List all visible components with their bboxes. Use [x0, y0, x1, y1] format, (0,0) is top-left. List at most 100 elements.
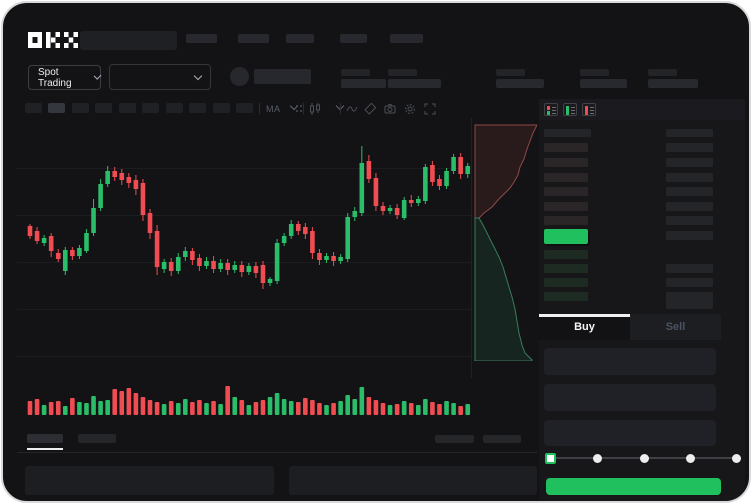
volume-bar: [274, 393, 280, 415]
bottom-tab-placeholder[interactable]: [78, 434, 116, 443]
timeframe-button[interactable]: [72, 103, 89, 113]
volume-bar: [168, 401, 174, 415]
market-type-dropdown[interactable]: Spot Trading: [28, 65, 102, 90]
amount-input[interactable]: [544, 384, 716, 411]
ask-amount-placeholder[interactable]: [666, 158, 713, 167]
book-asks-view-icon[interactable]: [582, 103, 596, 116]
candle: [84, 233, 89, 251]
ask-price-placeholder[interactable]: [544, 158, 588, 167]
chevron-down-icon: [193, 71, 203, 80]
candle: [288, 224, 294, 236]
bid-amount-placeholder[interactable]: [666, 278, 713, 287]
buy-submit-button[interactable]: [546, 478, 721, 495]
volume-bar: [126, 388, 132, 415]
slider-stop[interactable]: [592, 453, 602, 463]
timeframe-button[interactable]: [166, 103, 183, 113]
eraser-tool-icon[interactable]: [364, 103, 376, 115]
okx-logo[interactable]: [28, 32, 78, 48]
timeframe-button[interactable]: [25, 103, 42, 113]
volume-bar: [133, 393, 139, 415]
ask-amount-placeholder[interactable]: [666, 231, 713, 240]
amount-slider-track[interactable]: [545, 452, 741, 464]
ask-price-placeholder[interactable]: [544, 143, 588, 152]
timeframe-button[interactable]: [95, 103, 112, 113]
nav-item-placeholder[interactable]: [340, 34, 367, 43]
candle: [63, 250, 68, 271]
volume-bar: [331, 403, 336, 415]
ask-price-placeholder[interactable]: [544, 216, 588, 225]
ask-amount-placeholder[interactable]: [666, 187, 713, 196]
candle: [401, 200, 407, 218]
volume-bar: [154, 402, 160, 415]
volume-bar: [352, 399, 358, 415]
volume-bar: [91, 396, 96, 415]
candle: [70, 250, 75, 256]
bid-amount-placeholder[interactable]: [666, 301, 713, 309]
ticker-stat-value-placeholder: [648, 79, 698, 88]
candle: [211, 261, 216, 269]
ask-amount-placeholder[interactable]: [666, 173, 713, 182]
nav-item-placeholder[interactable]: [390, 34, 423, 43]
total-input[interactable]: [544, 420, 716, 446]
nav-item-placeholder[interactable]: [186, 34, 217, 43]
more-dots-icon[interactable]: [295, 104, 303, 113]
timeframe-button[interactable]: [189, 103, 206, 113]
ask-amount-placeholder[interactable]: [666, 216, 713, 225]
price-chart-area[interactable]: [17, 118, 472, 378]
bottom-action-placeholder[interactable]: [483, 435, 521, 443]
candlestick-chart[interactable]: [17, 118, 472, 378]
fullscreen-expand-icon[interactable]: [424, 103, 436, 115]
candle: [112, 171, 118, 177]
book-bids-view-icon[interactable]: [563, 103, 577, 116]
candle: [331, 256, 336, 261]
timeframe-button[interactable]: [213, 103, 230, 113]
ma-indicator-label[interactable]: MA: [266, 104, 281, 114]
ask-amount-placeholder[interactable]: [666, 202, 713, 211]
pair-dropdown[interactable]: [109, 64, 211, 90]
volume-bar: [70, 398, 75, 415]
tab-sell[interactable]: Sell: [630, 314, 721, 340]
candle: [352, 211, 358, 217]
nav-item-placeholder[interactable]: [238, 34, 269, 43]
ask-price-placeholder[interactable]: [544, 173, 588, 182]
ask-amount-placeholder[interactable]: [666, 143, 713, 152]
bottom-tab-active-placeholder[interactable]: [27, 434, 63, 443]
camera-icon[interactable]: [384, 103, 396, 115]
bid-amount-placeholder[interactable]: [666, 264, 713, 273]
book-split-view-icon[interactable]: [544, 103, 558, 116]
tab-buy[interactable]: Buy: [539, 314, 630, 340]
timeframe-button[interactable]: [119, 103, 136, 113]
slider-stop[interactable]: [685, 453, 695, 463]
pair-coin-icon: [230, 67, 249, 86]
bid-price-placeholder[interactable]: [544, 264, 588, 273]
candle: [430, 165, 435, 182]
bid-price-placeholder[interactable]: [544, 292, 588, 301]
price-input[interactable]: [544, 348, 716, 375]
nav-item-placeholder[interactable]: [286, 34, 314, 43]
timeframe-button[interactable]: [236, 103, 253, 113]
volume-bar: [416, 405, 421, 415]
slider-handle[interactable]: [545, 452, 556, 464]
candle: [225, 263, 230, 270]
ask-price-placeholder[interactable]: [544, 202, 588, 211]
bid-amount-placeholder[interactable]: [666, 292, 713, 301]
line-tool-icon[interactable]: [346, 105, 358, 114]
ask-price-placeholder[interactable]: [544, 187, 588, 196]
volume-bar: [373, 400, 379, 415]
volume-bar: [444, 401, 449, 415]
timeframe-button[interactable]: [48, 103, 65, 113]
timeframe-button[interactable]: [142, 103, 159, 113]
candle: [260, 265, 266, 283]
candle: [175, 257, 181, 271]
divider: [17, 452, 537, 453]
search-input[interactable]: [80, 31, 177, 50]
slider-stop[interactable]: [731, 453, 741, 463]
bid-price-placeholder[interactable]: [544, 250, 588, 259]
slider-stop[interactable]: [639, 453, 649, 463]
bid-price-placeholder[interactable]: [544, 278, 588, 287]
volume-bar: [465, 404, 471, 415]
settings-gear-icon[interactable]: [404, 103, 416, 115]
candle-type-icon[interactable]: [309, 103, 321, 115]
bottom-action-placeholder[interactable]: [435, 435, 474, 443]
